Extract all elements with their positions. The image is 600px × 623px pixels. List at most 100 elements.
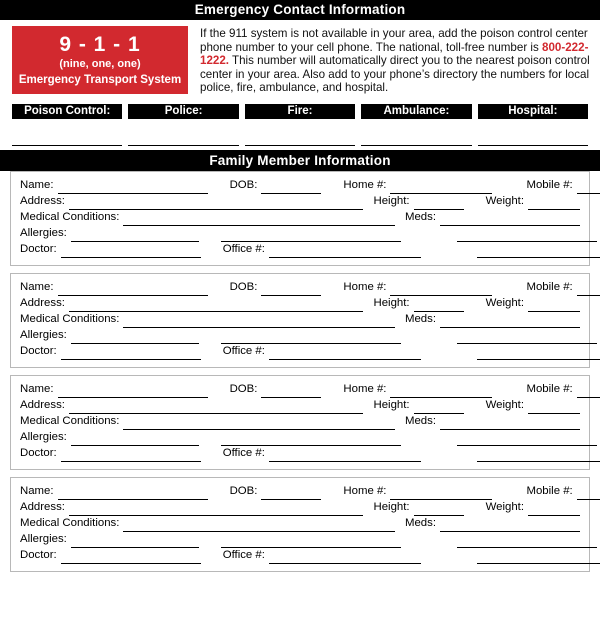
- input-meds[interactable]: [440, 520, 580, 532]
- input-weight[interactable]: [528, 402, 580, 414]
- input-mobile-number[interactable]: [576, 182, 600, 194]
- input-allergies-2[interactable]: [220, 434, 401, 446]
- input-height[interactable]: [413, 198, 464, 210]
- input-address[interactable]: [68, 402, 364, 414]
- family-member-block-4: Name: DOB: Home #: Mobile #: Address: He…: [10, 476, 600, 572]
- input-medical-conditions[interactable]: [123, 316, 395, 328]
- input-address[interactable]: [68, 504, 364, 516]
- label-dob: DOB:: [229, 178, 258, 191]
- member-row-allergies: Allergies:: [20, 431, 597, 447]
- label-medical-conditions: Medical Conditions:: [20, 516, 120, 529]
- input-doctor[interactable]: [60, 348, 201, 360]
- input-meds[interactable]: [440, 418, 580, 430]
- input-doctor-extra[interactable]: [476, 348, 600, 360]
- input-medical-conditions[interactable]: [123, 214, 395, 226]
- contact-field-poison-control: Poison Control:: [12, 103, 123, 146]
- input-allergies-2[interactable]: [220, 536, 401, 548]
- input-doctor[interactable]: [60, 450, 201, 462]
- label-meds: Meds:: [404, 210, 436, 223]
- member-row-medical-conditions: Medical Conditions: Meds:: [20, 211, 580, 227]
- input-allergies-3[interactable]: [456, 434, 597, 446]
- input-weight[interactable]: [528, 504, 580, 516]
- label-office-number: Office #:: [222, 344, 265, 357]
- input-weight[interactable]: [528, 198, 580, 210]
- member-row-doctor: Doctor: Office #:: [20, 243, 600, 259]
- input-weight[interactable]: [528, 300, 580, 312]
- input-dob[interactable]: [261, 386, 322, 398]
- nine-one-one-spelled: (nine, one, one): [59, 57, 141, 70]
- input-office-number[interactable]: [268, 348, 421, 360]
- input-meds[interactable]: [440, 214, 580, 226]
- input-allergies-3[interactable]: [456, 230, 597, 242]
- emergency-intro-row: 9 - 1 - 1 (nine, one, one) Emergency Tra…: [0, 20, 600, 95]
- member-row-name: Name: DOB: Home #: Mobile #:: [20, 281, 600, 297]
- contact-label-poison-control: Poison Control:: [12, 103, 123, 119]
- input-doctor[interactable]: [60, 246, 201, 258]
- input-allergies-3[interactable]: [456, 332, 597, 344]
- label-allergies: Allergies:: [20, 532, 67, 545]
- input-allergies-1[interactable]: [70, 536, 199, 548]
- input-home-number[interactable]: [390, 284, 493, 296]
- input-height[interactable]: [413, 504, 464, 516]
- input-doctor-extra[interactable]: [476, 552, 600, 564]
- input-home-number[interactable]: [390, 182, 493, 194]
- input-name[interactable]: [57, 284, 208, 296]
- input-doctor-extra[interactable]: [476, 450, 600, 462]
- input-office-number[interactable]: [268, 552, 421, 564]
- input-height[interactable]: [413, 402, 464, 414]
- input-allergies-1[interactable]: [70, 434, 199, 446]
- label-name: Name:: [20, 382, 54, 395]
- input-doctor-extra[interactable]: [476, 246, 600, 258]
- input-meds[interactable]: [440, 316, 580, 328]
- member-row-address: Address: Height: Weight:: [20, 297, 580, 313]
- input-dob[interactable]: [261, 182, 322, 194]
- input-medical-conditions[interactable]: [123, 418, 395, 430]
- label-address: Address:: [20, 296, 65, 309]
- input-office-number[interactable]: [268, 246, 421, 258]
- input-allergies-1[interactable]: [70, 332, 199, 344]
- input-mobile-number[interactable]: [576, 284, 600, 296]
- contact-input-police[interactable]: [128, 119, 239, 146]
- input-dob[interactable]: [261, 284, 322, 296]
- input-allergies-1[interactable]: [70, 230, 199, 242]
- input-office-number[interactable]: [268, 450, 421, 462]
- nine-one-one-callout: 9 - 1 - 1 (nine, one, one) Emergency Tra…: [12, 26, 188, 94]
- contact-input-ambulance[interactable]: [361, 119, 472, 146]
- input-home-number[interactable]: [390, 386, 493, 398]
- emergency-transport-system-label: Emergency Transport System: [18, 73, 182, 86]
- input-dob[interactable]: [261, 488, 322, 500]
- input-medical-conditions[interactable]: [123, 520, 395, 532]
- input-allergies-2[interactable]: [220, 230, 401, 242]
- contact-field-hospital: Hospital:: [477, 103, 589, 146]
- member-row-doctor: Doctor: Office #:: [20, 447, 600, 463]
- family-member-blocks: Name: DOB: Home #: Mobile #: Address: He…: [0, 170, 600, 572]
- label-office-number: Office #:: [222, 548, 265, 561]
- input-doctor[interactable]: [60, 552, 201, 564]
- label-home-number: Home #:: [343, 178, 387, 191]
- input-address[interactable]: [68, 300, 364, 312]
- input-allergies-3[interactable]: [456, 536, 597, 548]
- input-name[interactable]: [57, 488, 208, 500]
- poison-control-phone-number: 800-222-1222.: [200, 40, 589, 68]
- label-dob: DOB:: [229, 484, 258, 497]
- member-row-name: Name: DOB: Home #: Mobile #:: [20, 382, 600, 399]
- contact-input-hospital[interactable]: [477, 119, 589, 146]
- input-name[interactable]: [57, 386, 208, 398]
- label-mobile-number: Mobile #:: [526, 178, 573, 191]
- input-mobile-number[interactable]: [576, 488, 600, 500]
- member-row-doctor: Doctor: Office #:: [20, 548, 600, 565]
- section-header-emergency-contact: Emergency Contact Information: [0, 0, 600, 20]
- input-home-number[interactable]: [390, 488, 493, 500]
- label-home-number: Home #:: [343, 382, 387, 395]
- contact-input-poison-control[interactable]: [12, 119, 123, 146]
- input-name[interactable]: [57, 182, 208, 194]
- input-allergies-2[interactable]: [220, 332, 401, 344]
- member-row-doctor: Doctor: Office #:: [20, 344, 600, 361]
- member-row-medical-conditions: Medical Conditions: Meds:: [20, 313, 580, 329]
- input-mobile-number[interactable]: [576, 386, 600, 398]
- input-address[interactable]: [68, 198, 364, 210]
- label-allergies: Allergies:: [20, 328, 67, 341]
- label-height: Height:: [373, 500, 410, 513]
- contact-input-fire[interactable]: [244, 119, 356, 146]
- input-height[interactable]: [413, 300, 464, 312]
